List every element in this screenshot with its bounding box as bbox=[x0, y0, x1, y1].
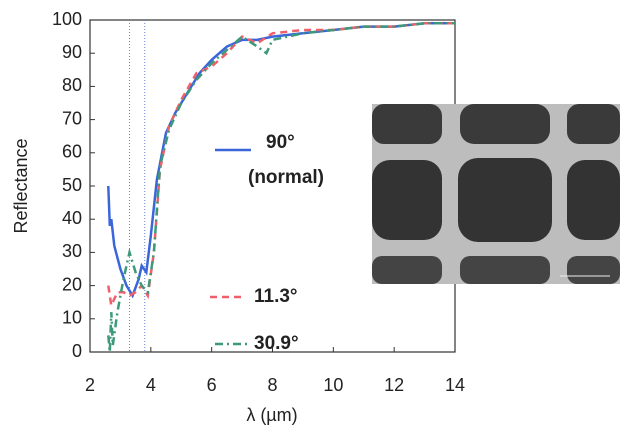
legend-label: 90° bbox=[266, 132, 295, 153]
x-tick-label: 4 bbox=[146, 375, 156, 395]
x-tick-label: 2 bbox=[85, 375, 95, 395]
x-tick-label: 12 bbox=[384, 375, 404, 395]
y-tick-label: 10 bbox=[62, 308, 82, 328]
legend-label: 11.3° bbox=[254, 286, 298, 307]
x-tick-label: 6 bbox=[207, 375, 217, 395]
x-tick-label: 14 bbox=[445, 375, 465, 395]
annotation: (normal) bbox=[248, 167, 324, 188]
y-tick-label: 100 bbox=[52, 9, 82, 29]
y-tick-label: 60 bbox=[62, 142, 82, 162]
x-tick-label: 10 bbox=[323, 375, 343, 395]
y-axis-label: Reflectance bbox=[11, 138, 31, 233]
legend-label: 30.9° bbox=[254, 333, 299, 354]
y-tick-label: 50 bbox=[62, 175, 82, 195]
series-line bbox=[107, 22, 455, 310]
y-tick-label: 70 bbox=[62, 108, 82, 128]
y-tick-label: 40 bbox=[62, 208, 82, 228]
series-line bbox=[107, 22, 455, 299]
y-tick-label: 20 bbox=[62, 274, 82, 294]
x-tick-label: 8 bbox=[267, 375, 277, 395]
y-tick-label: 0 bbox=[72, 341, 82, 361]
y-tick-label: 80 bbox=[62, 75, 82, 95]
y-tick-label: 90 bbox=[62, 42, 82, 62]
x-axis-label: λ (µm) bbox=[246, 405, 297, 425]
y-tick-label: 30 bbox=[62, 241, 82, 261]
sem-image bbox=[372, 104, 620, 284]
